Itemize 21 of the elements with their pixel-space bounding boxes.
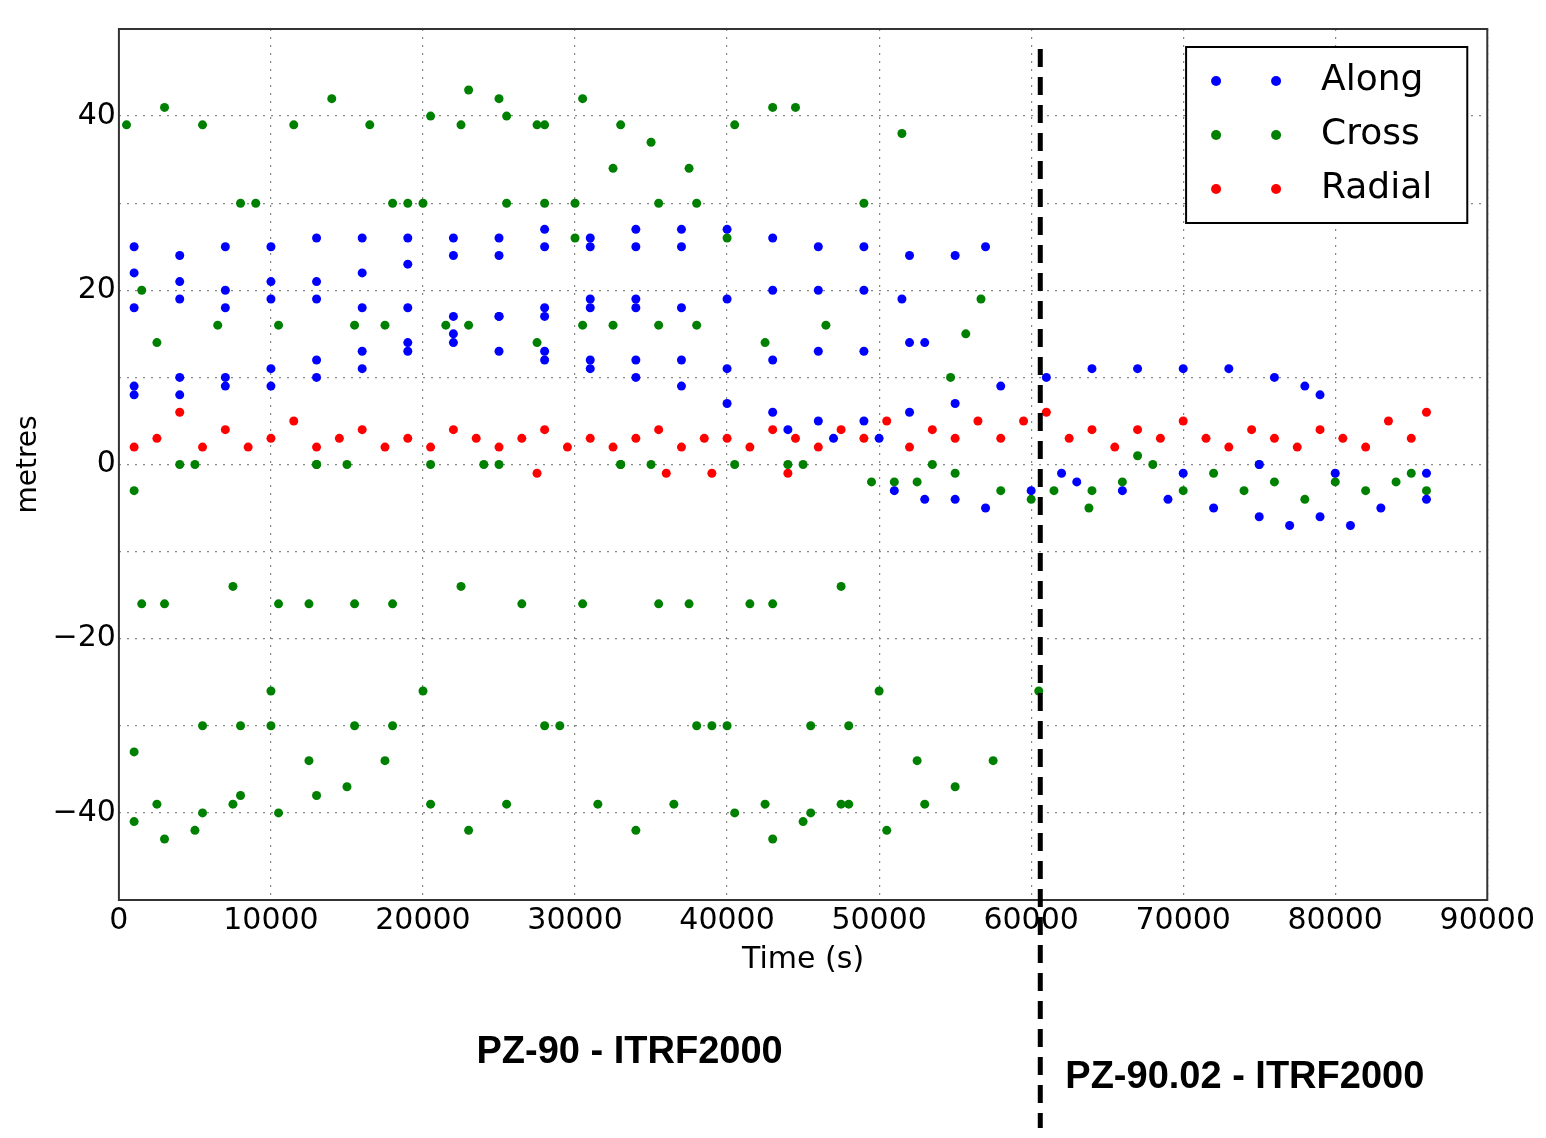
x-axis-title: Time (s)	[741, 939, 865, 975]
x-tick-label: 80000	[1287, 900, 1383, 936]
x-tick-label: 20000	[375, 900, 471, 936]
x-tick-label: 70000	[1135, 900, 1231, 936]
x-tick-label: 40000	[679, 900, 775, 936]
x-tick-label: 50000	[831, 900, 927, 936]
y-axis-title: metres	[10, 415, 44, 514]
y-tick-label: 40	[77, 95, 116, 131]
legend-label: Radial	[1321, 165, 1433, 207]
x-tick-label: 30000	[527, 900, 623, 936]
text: PZ-90.02 - ITRF2000	[1065, 1054, 1425, 1097]
text: PZ-90 - ITRF2000	[476, 1029, 783, 1072]
y-tick-label: 0	[96, 444, 116, 480]
x-tick-label: 10000	[223, 900, 319, 936]
y-tick-label: −40	[52, 792, 116, 828]
x-tick-label: 90000	[1439, 900, 1535, 936]
y-tick-label: −20	[52, 618, 116, 654]
legend-label: Cross	[1321, 111, 1420, 153]
x-tick-label: 60000	[983, 900, 1079, 936]
legend-label: Along	[1321, 57, 1424, 99]
y-tick-label: 20	[77, 270, 116, 306]
